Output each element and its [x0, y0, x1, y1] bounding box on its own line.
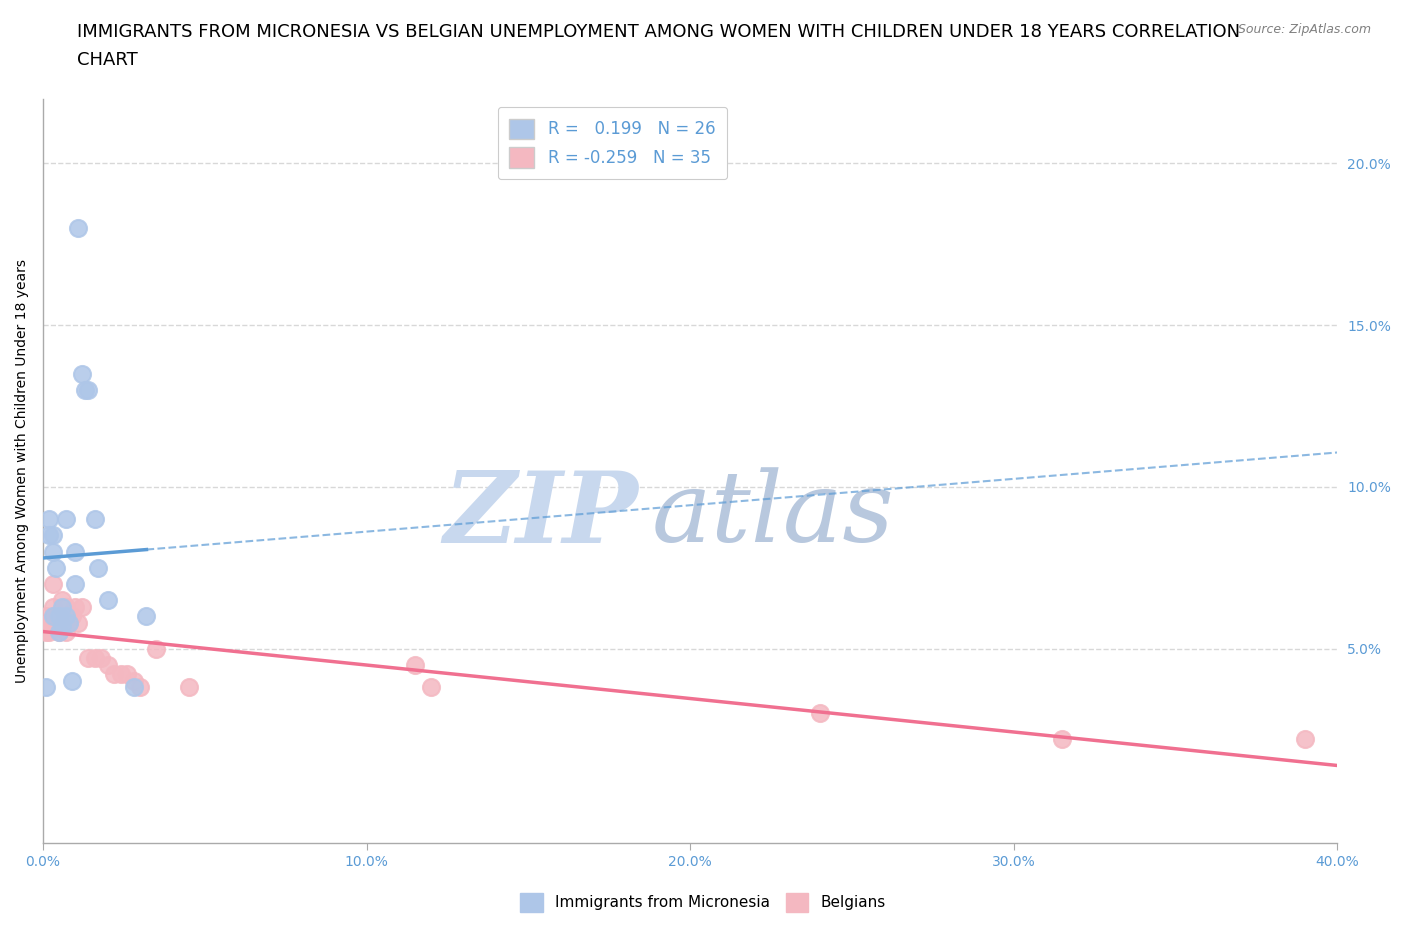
Point	[103, 667, 125, 682]
Point	[55, 599, 77, 614]
Point	[55, 512, 77, 526]
Point	[38, 512, 60, 526]
Text: CHART: CHART	[77, 51, 138, 69]
Point	[145, 641, 167, 656]
Point	[38, 616, 60, 631]
Point	[38, 528, 60, 543]
Point	[41, 528, 63, 543]
Point	[65, 577, 87, 591]
Point	[83, 651, 105, 666]
Point	[48, 609, 70, 624]
Point	[35, 609, 58, 624]
Point	[1052, 732, 1074, 747]
Point	[60, 673, 83, 688]
Point	[67, 220, 90, 235]
Point	[77, 651, 100, 666]
Point	[70, 366, 93, 381]
Point	[420, 680, 443, 695]
Point	[122, 673, 145, 688]
Point	[83, 512, 105, 526]
Text: atlas: atlas	[651, 468, 894, 563]
Point	[58, 616, 80, 631]
Legend: R =   0.199   N = 26, R = -0.259   N = 35: R = 0.199 N = 26, R = -0.259 N = 35	[498, 107, 727, 179]
Point	[65, 544, 87, 559]
Point	[51, 618, 73, 633]
Text: ZIP: ZIP	[443, 467, 638, 564]
Point	[70, 599, 93, 614]
Legend: Immigrants from Micronesia, Belgians: Immigrants from Micronesia, Belgians	[515, 887, 891, 918]
Point	[404, 658, 426, 672]
Point	[48, 625, 70, 640]
Point	[41, 577, 63, 591]
Point	[73, 382, 96, 397]
Point	[48, 609, 70, 624]
Point	[65, 599, 87, 614]
Y-axis label: Unemployment Among Women with Children Under 18 years: Unemployment Among Women with Children U…	[15, 259, 30, 683]
Point	[177, 680, 200, 695]
Point	[38, 625, 60, 640]
Point	[77, 382, 100, 397]
Point	[1294, 732, 1316, 747]
Point	[35, 680, 58, 695]
Point	[110, 667, 132, 682]
Point	[97, 658, 120, 672]
Point	[808, 706, 831, 721]
Point	[67, 616, 90, 631]
Point	[51, 592, 73, 607]
Point	[129, 680, 152, 695]
Point	[41, 599, 63, 614]
Text: IMMIGRANTS FROM MICRONESIA VS BELGIAN UNEMPLOYMENT AMONG WOMEN WITH CHILDREN UND: IMMIGRANTS FROM MICRONESIA VS BELGIAN UN…	[77, 23, 1240, 41]
Point	[135, 609, 157, 624]
Point	[51, 599, 73, 614]
Point	[115, 667, 138, 682]
Point	[35, 625, 58, 640]
Point	[41, 544, 63, 559]
Point	[97, 592, 120, 607]
Text: Source: ZipAtlas.com: Source: ZipAtlas.com	[1237, 23, 1371, 36]
Point	[58, 616, 80, 631]
Point	[45, 609, 67, 624]
Point	[55, 625, 77, 640]
Point	[41, 609, 63, 624]
Point	[60, 609, 83, 624]
Point	[45, 560, 67, 575]
Point	[41, 609, 63, 624]
Point	[90, 651, 112, 666]
Point	[55, 609, 77, 624]
Point	[87, 560, 110, 575]
Point	[45, 618, 67, 633]
Point	[48, 625, 70, 640]
Point	[122, 680, 145, 695]
